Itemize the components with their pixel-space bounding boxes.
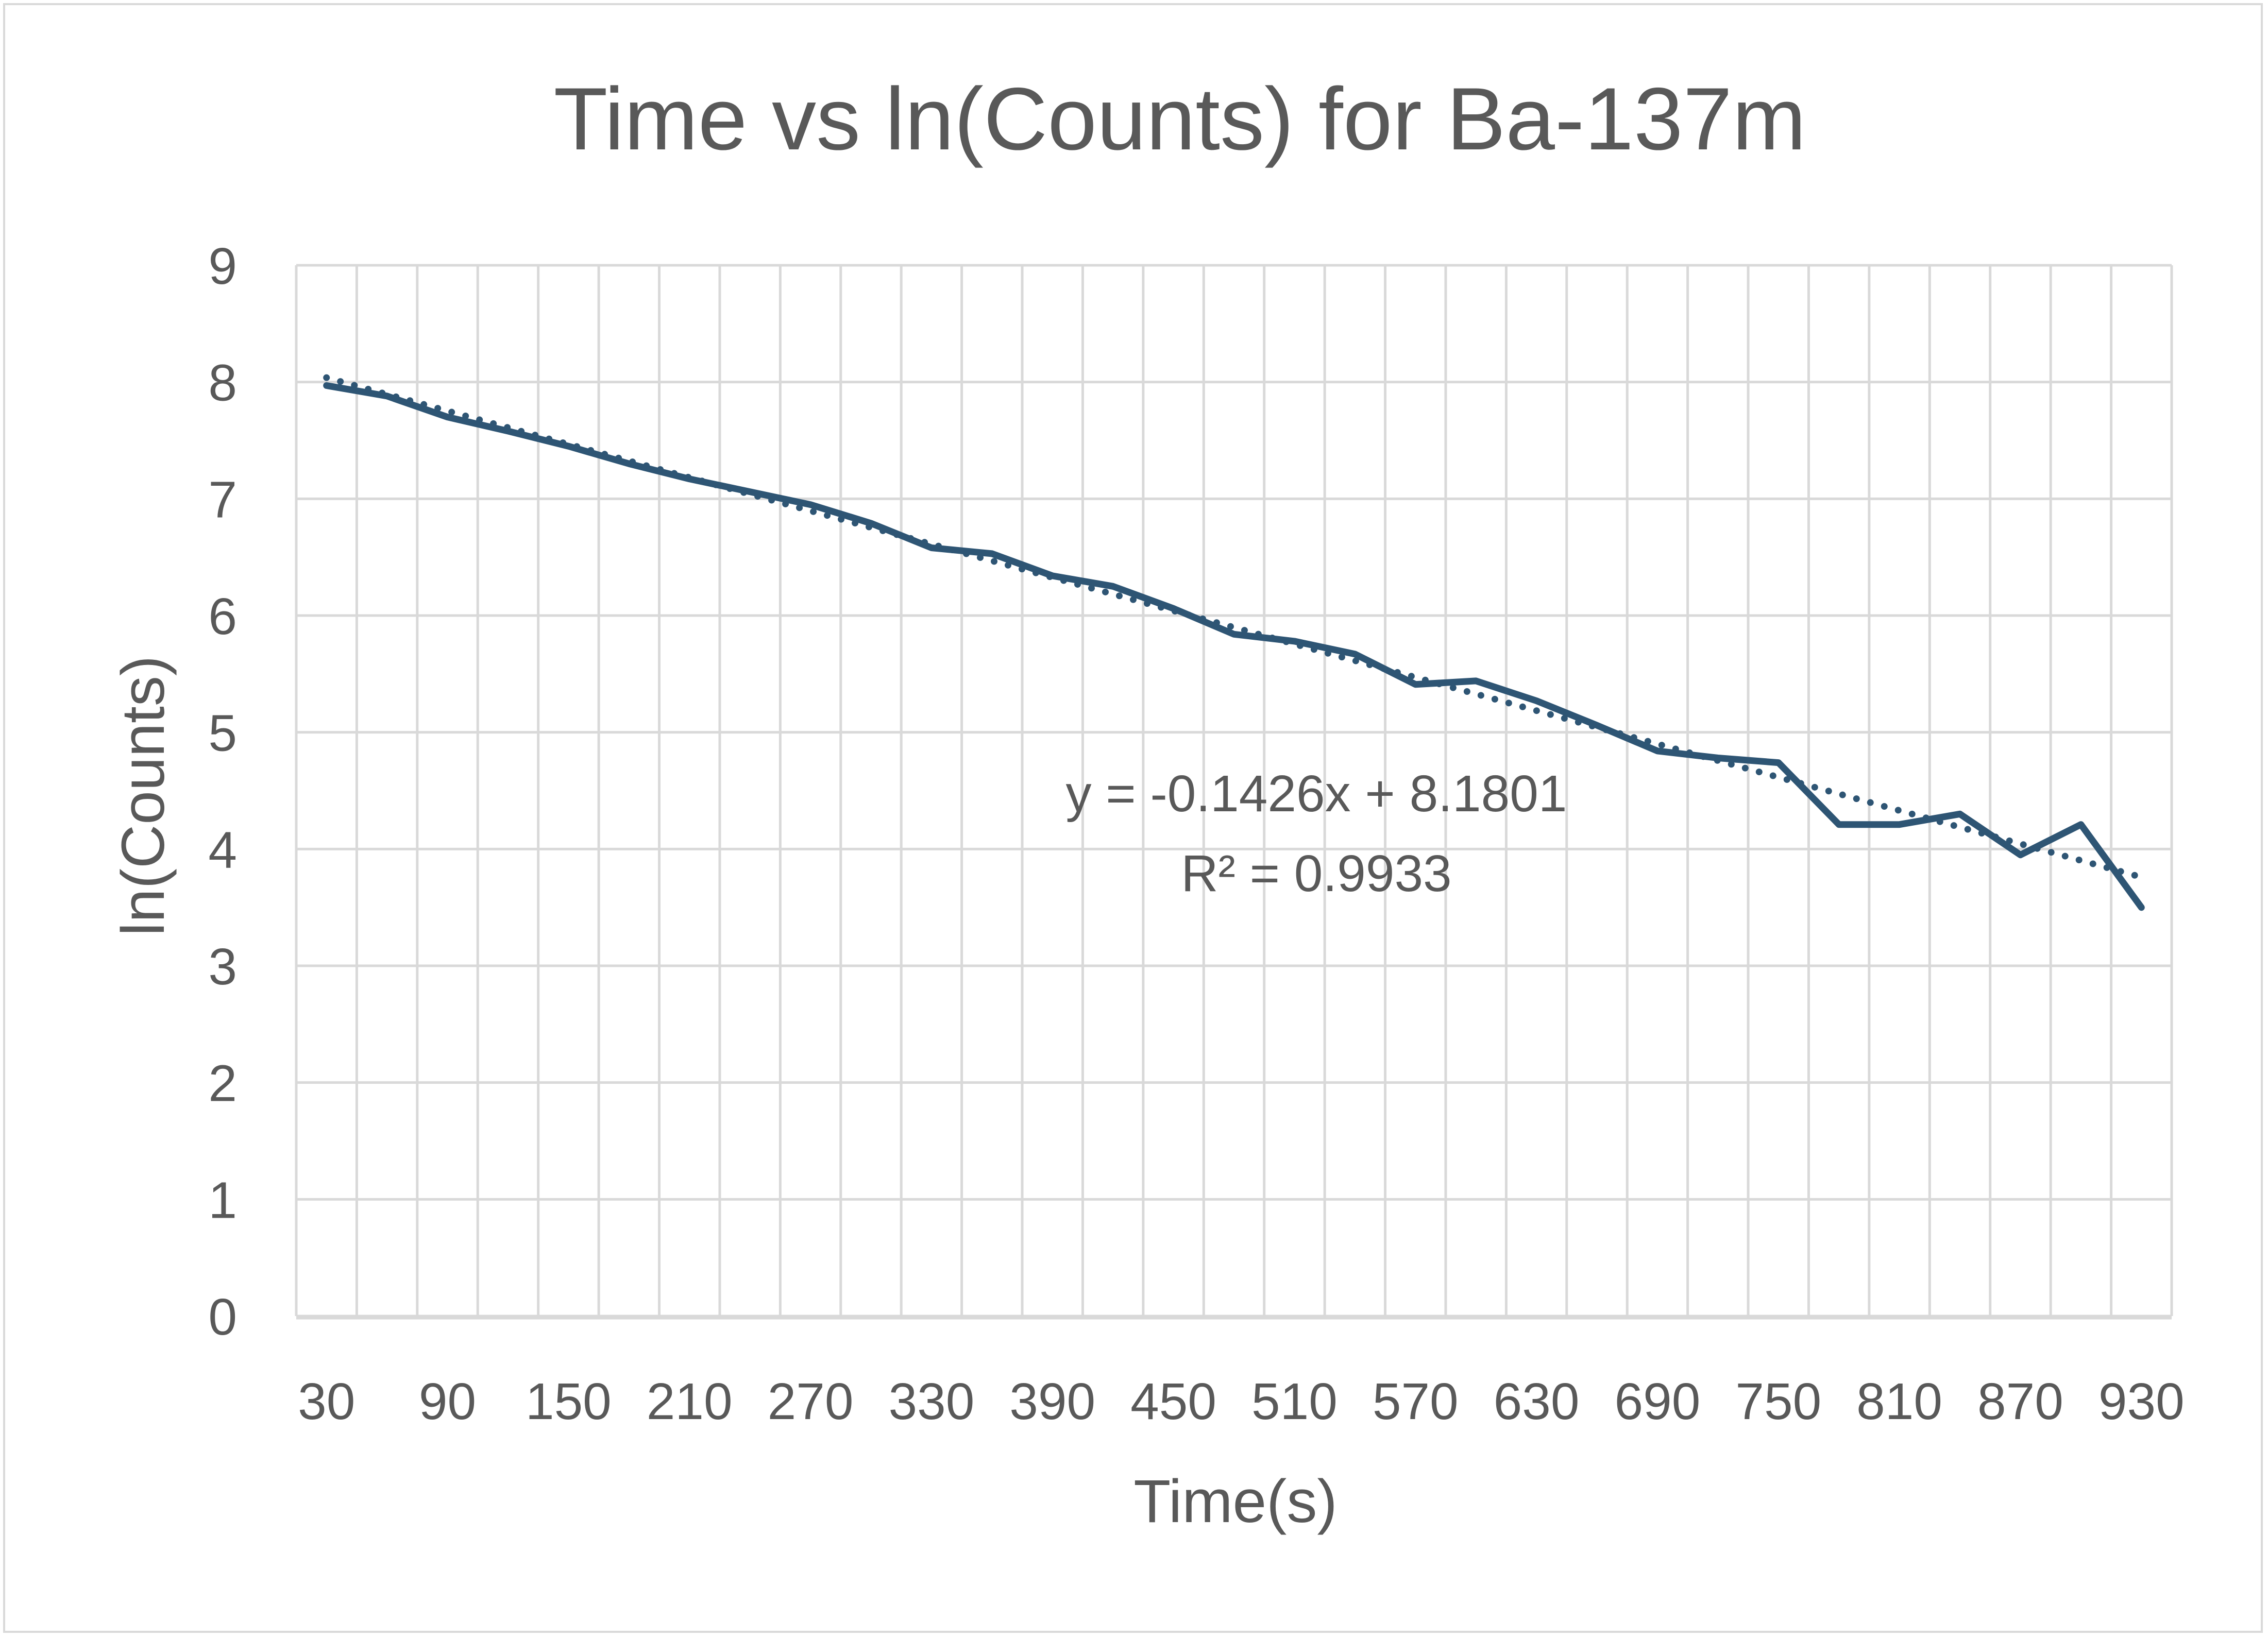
x-tick-label-870: 870: [1977, 1373, 2063, 1430]
x-tick-label-210: 210: [647, 1373, 733, 1430]
x-tick-label-750: 750: [1735, 1373, 1821, 1430]
y-tick-label-9: 9: [208, 237, 237, 295]
y-tick-label-8: 8: [208, 354, 237, 412]
y-tick-label-2: 2: [208, 1055, 237, 1113]
x-tick-label-270: 270: [768, 1373, 854, 1430]
x-axis-ticks: 30 90 150 210 270 330 390 450 510 570 630 690 750 810…: [298, 1373, 2185, 1430]
chart-title: Time vs ln(Counts) for Ba-137m: [553, 70, 1806, 168]
x-tick-label-930: 930: [2098, 1373, 2185, 1430]
x-tick-label-450: 450: [1130, 1373, 1216, 1430]
y-axis-title: ln(Counts): [109, 656, 177, 936]
y-axis-ticks: 0 1 2 3 4 5 6 7 8 9: [208, 237, 237, 1346]
y-tick-label-6: 6: [208, 588, 237, 645]
x-tick-label-570: 570: [1373, 1373, 1459, 1430]
y-tick-label-7: 7: [208, 471, 237, 528]
y-tick-label-0: 0: [208, 1288, 237, 1346]
x-axis-title: Time(s): [1133, 1468, 1337, 1535]
y-tick-label-1: 1: [208, 1171, 237, 1229]
y-tick-label-5: 5: [208, 705, 237, 762]
x-tick-label-510: 510: [1251, 1373, 1338, 1430]
x-tick-label-390: 390: [1009, 1373, 1095, 1430]
trendline-equation: y = -0.1426x + 8.1801: [1066, 765, 1567, 823]
x-tick-label-150: 150: [526, 1373, 612, 1430]
trendline-r-squared: R² = 0.9933: [1181, 845, 1451, 902]
y-tick-label-4: 4: [208, 821, 237, 879]
x-tick-label-630: 630: [1494, 1373, 1580, 1430]
x-tick-label-330: 330: [888, 1373, 974, 1430]
y-tick-label-3: 3: [208, 938, 237, 996]
x-tick-label-810: 810: [1856, 1373, 1942, 1430]
x-tick-label-690: 690: [1615, 1373, 1701, 1430]
x-tick-label-30: 30: [298, 1373, 355, 1430]
x-tick-label-90: 90: [419, 1373, 476, 1430]
